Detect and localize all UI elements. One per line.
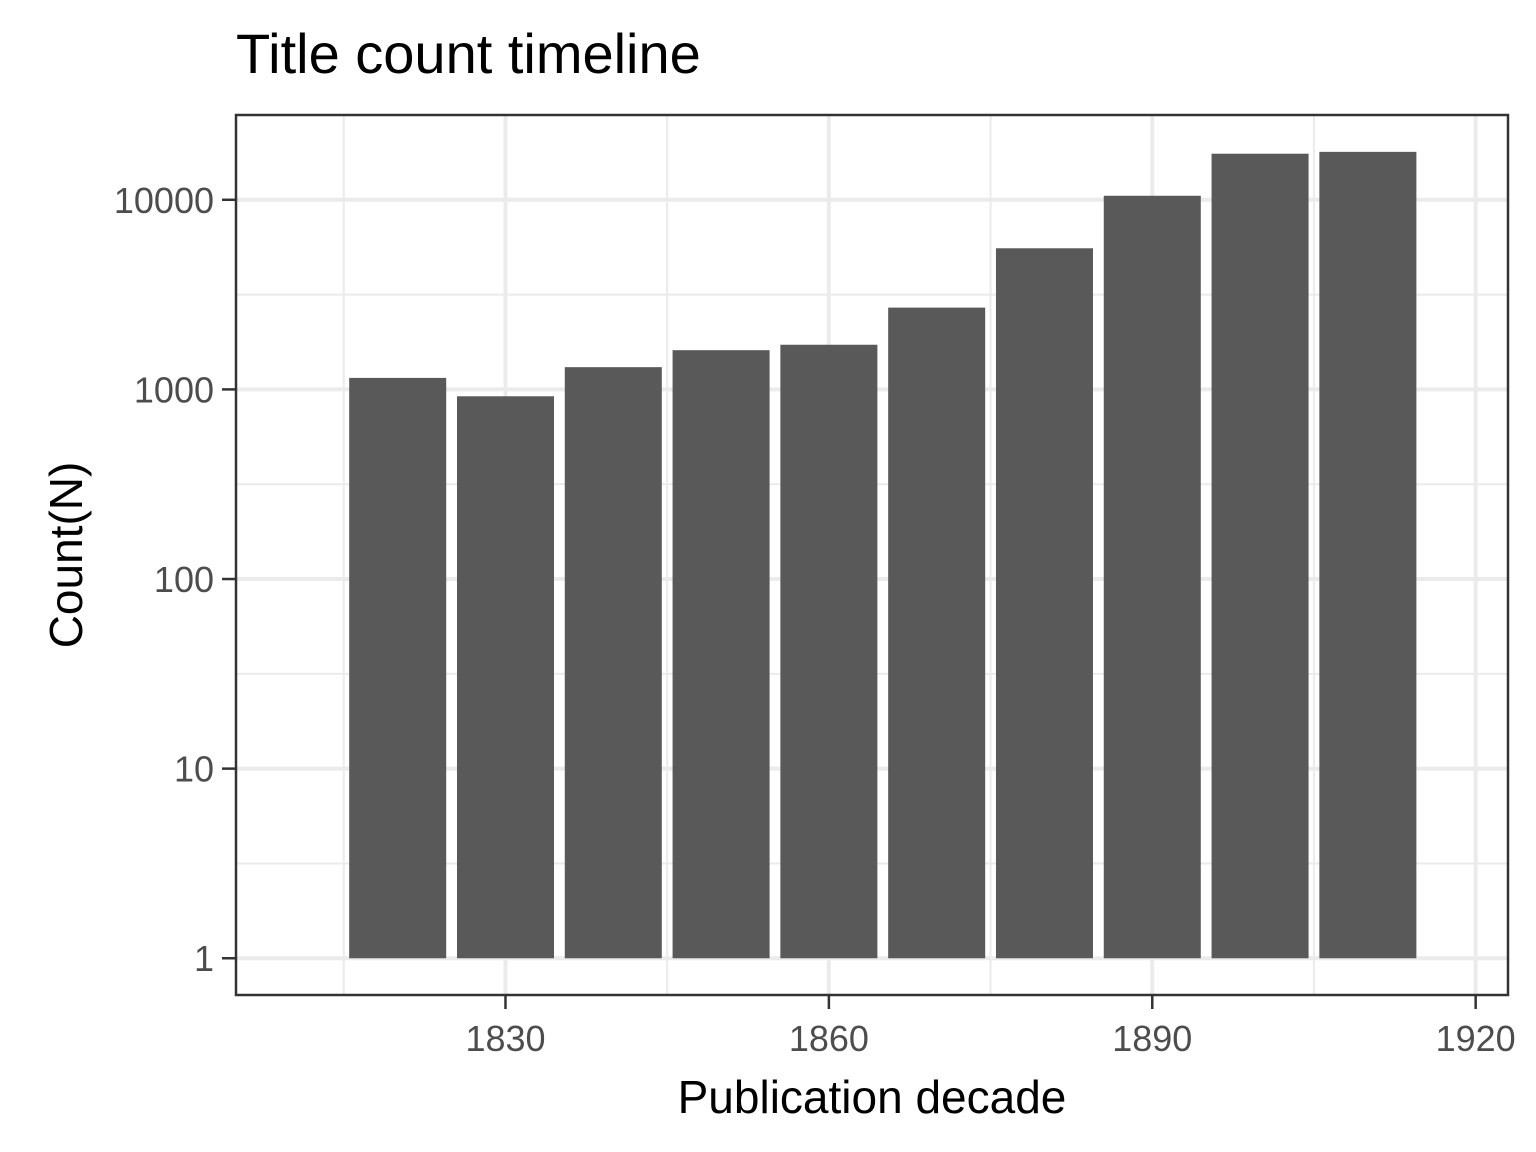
bar-1850	[672, 350, 770, 959]
x-tick-label: 1830	[465, 1018, 545, 1059]
bar-1890	[1103, 195, 1201, 959]
chart-title: Title count timeline	[236, 22, 701, 85]
x-axis-title: Publication decade	[678, 1071, 1067, 1123]
bar-1820	[349, 377, 447, 959]
bar-1830	[456, 396, 554, 959]
y-tick-label: 10	[174, 749, 214, 790]
bar-1860	[780, 344, 878, 959]
bar-1840	[564, 367, 662, 959]
bar-1910	[1319, 151, 1417, 959]
bar-1870	[888, 307, 986, 959]
panel-border	[234, 113, 1510, 997]
x-axis-ticks: 1830 1860 1890 1920	[465, 995, 1516, 1059]
x-tick-label: 1920	[1436, 1018, 1516, 1059]
y-axis-ticks: 1 10 100 1000 10000	[114, 180, 236, 979]
y-tick-label: 1	[194, 938, 214, 979]
bars	[349, 151, 1417, 959]
y-tick-label: 10000	[114, 180, 214, 221]
bar-1900	[1211, 153, 1309, 959]
y-tick-label: 100	[154, 559, 214, 600]
x-tick-label: 1860	[789, 1018, 869, 1059]
y-tick-label: 1000	[134, 369, 214, 410]
y-axis-title: Count(N)	[40, 462, 92, 649]
bar-1880	[995, 248, 1093, 959]
x-tick-label: 1890	[1112, 1018, 1192, 1059]
